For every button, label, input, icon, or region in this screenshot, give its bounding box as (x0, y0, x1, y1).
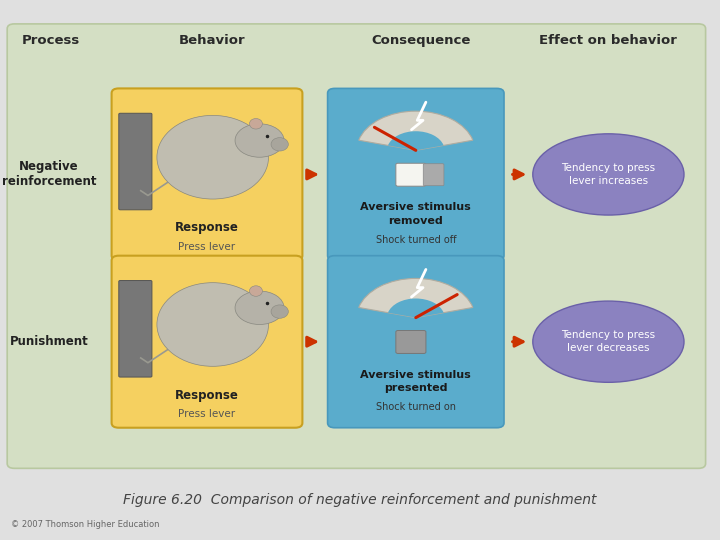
Ellipse shape (271, 305, 288, 318)
Ellipse shape (249, 286, 262, 296)
Text: Figure 6.20  Comparison of negative reinforcement and punishment: Figure 6.20 Comparison of negative reinf… (123, 492, 597, 507)
Ellipse shape (533, 134, 684, 215)
FancyBboxPatch shape (328, 89, 504, 260)
Text: Press lever: Press lever (179, 409, 235, 419)
Text: Aversive stimulus
removed: Aversive stimulus removed (361, 202, 471, 226)
Text: Tendency to press
lever decreases: Tendency to press lever decreases (562, 330, 655, 353)
Text: Effect on behavior: Effect on behavior (539, 34, 678, 47)
Text: © 2007 Thomson Higher Education: © 2007 Thomson Higher Education (11, 520, 159, 529)
Text: Shock turned on: Shock turned on (376, 402, 456, 412)
FancyBboxPatch shape (119, 113, 152, 210)
FancyBboxPatch shape (7, 24, 706, 468)
Ellipse shape (157, 116, 269, 199)
Ellipse shape (249, 118, 262, 129)
Text: Response: Response (175, 221, 239, 234)
Text: Aversive stimulus
presented: Aversive stimulus presented (361, 370, 471, 393)
FancyBboxPatch shape (119, 280, 152, 377)
Text: Punishment: Punishment (9, 335, 89, 348)
Text: Behavior: Behavior (179, 34, 246, 47)
FancyBboxPatch shape (112, 89, 302, 260)
Text: Process: Process (22, 34, 79, 47)
Text: Shock turned off: Shock turned off (376, 235, 456, 245)
FancyBboxPatch shape (396, 163, 426, 186)
Text: Tendency to press
lever increases: Tendency to press lever increases (562, 163, 655, 186)
FancyBboxPatch shape (423, 164, 444, 186)
Text: Response: Response (175, 389, 239, 402)
Ellipse shape (235, 291, 284, 325)
FancyBboxPatch shape (112, 255, 302, 428)
Text: Consequence: Consequence (372, 34, 471, 47)
Ellipse shape (271, 138, 288, 151)
Wedge shape (388, 299, 444, 318)
Wedge shape (359, 279, 473, 318)
Wedge shape (359, 111, 473, 150)
FancyBboxPatch shape (328, 255, 504, 428)
Text: ON: ON (403, 338, 418, 347)
Ellipse shape (157, 282, 269, 366)
Wedge shape (388, 131, 444, 150)
Ellipse shape (235, 124, 284, 157)
Ellipse shape (533, 301, 684, 382)
FancyBboxPatch shape (396, 330, 426, 354)
Text: Negative
reinforcement: Negative reinforcement (1, 160, 96, 188)
Text: OFF: OFF (400, 170, 420, 179)
Text: Press lever: Press lever (179, 242, 235, 252)
